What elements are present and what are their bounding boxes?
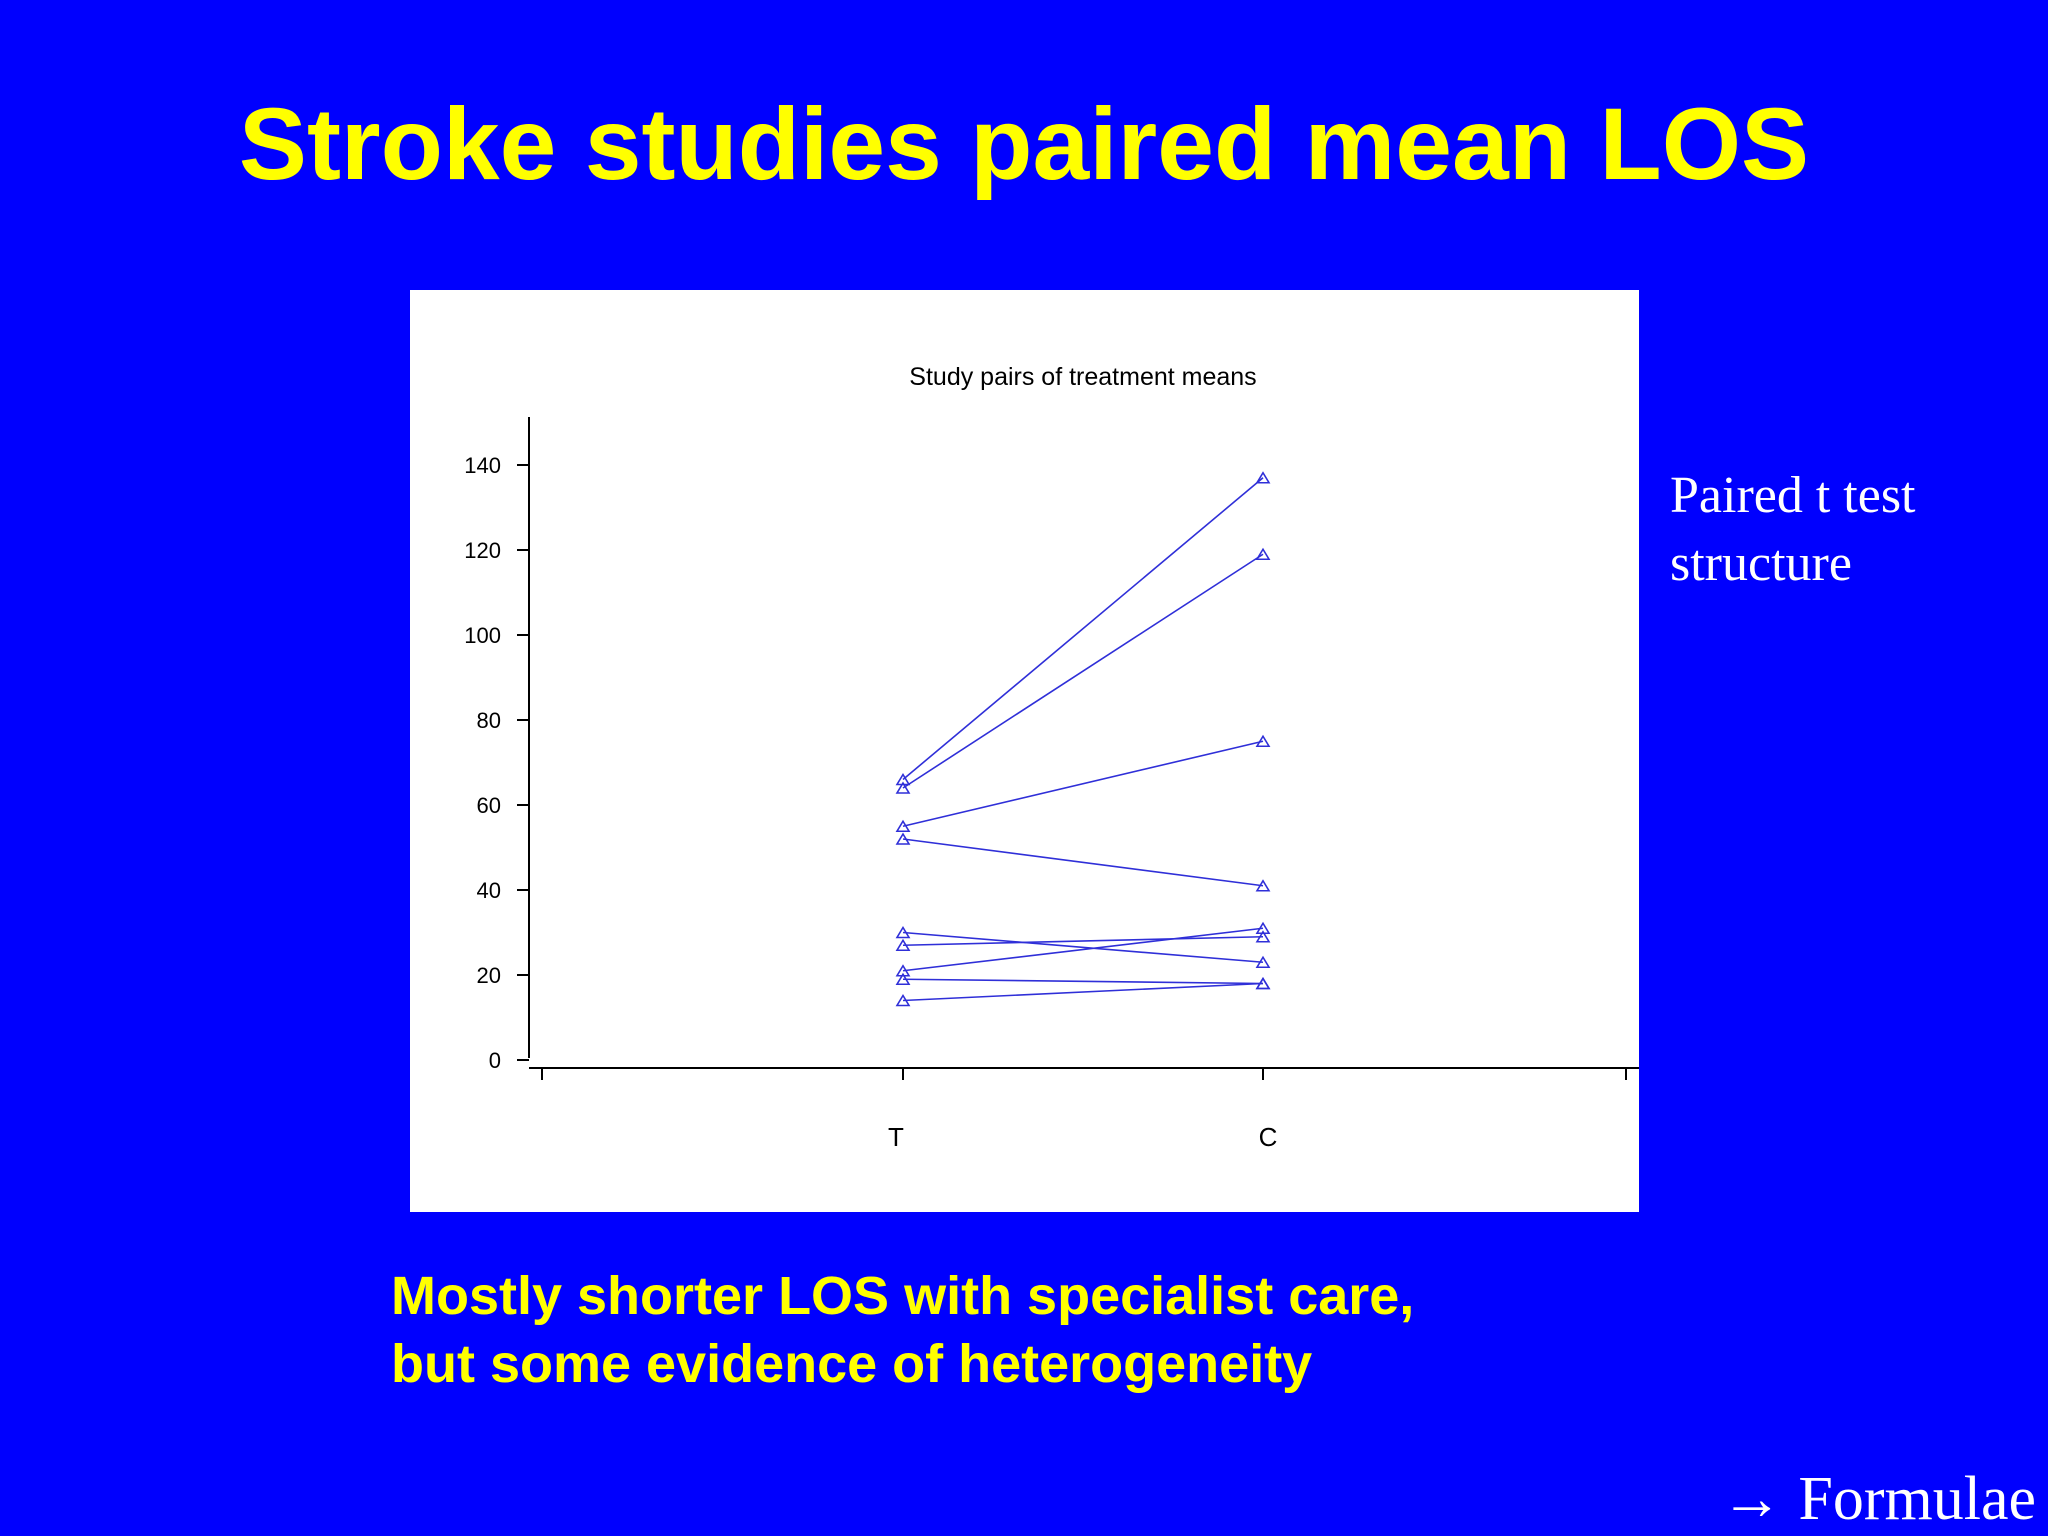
- pair-line-5: [902, 931, 1264, 964]
- conclusion-line-1: Mostly shorter LOS with specialist care,: [391, 1266, 1415, 1326]
- pair-line-1: [902, 477, 1264, 781]
- conclusion-line-2: but some evidence of heterogeneity: [391, 1334, 1313, 1394]
- pair-marker-6-C: [1255, 930, 1271, 943]
- pair-marker-2-C: [1255, 547, 1271, 561]
- y-tick-label-120: 120: [464, 538, 501, 563]
- pair-marker-5-C: [1255, 955, 1271, 969]
- y-tick-label-20: 20: [477, 963, 501, 988]
- pair-marker-2-T: [895, 781, 911, 794]
- conclusion-text: Mostly shorter LOS with specialist care,…: [391, 1262, 1414, 1398]
- pair-marker-4-T: [895, 832, 911, 845]
- y-tick-label-80: 80: [477, 708, 501, 733]
- pair-marker-9-C: [1255, 976, 1271, 990]
- pair-line-4: [902, 838, 1264, 887]
- y-tick-label-40: 40: [477, 878, 501, 903]
- pair-line-8: [902, 978, 1264, 985]
- pair-line-7: [902, 927, 1264, 972]
- chart-panel: Study pairs of treatment means 0 20 40 60 80…: [410, 290, 1639, 1212]
- x-category-label-C: C: [1259, 1122, 1278, 1152]
- x-category-label-T: T: [888, 1122, 904, 1152]
- pair-marker-3-C: [1255, 734, 1271, 748]
- study-pair-markers: [895, 471, 1271, 1007]
- pair-line-6: [902, 935, 1264, 947]
- y-tick-label-60: 60: [477, 793, 501, 818]
- paired-means-chart: Study pairs of treatment means 0 20 40 60 80…: [464, 363, 1639, 1152]
- pair-marker-9-T: [895, 993, 911, 1007]
- study-pair-lines: [902, 477, 1264, 1002]
- pair-marker-3-T: [895, 819, 911, 833]
- pair-marker-1-C: [1255, 471, 1271, 484]
- pair-marker-7-C: [1255, 921, 1271, 935]
- pair-marker-6-T: [895, 938, 911, 952]
- side-note-line-1: Paired t test: [1670, 467, 1916, 524]
- pair-marker-8-T: [895, 972, 911, 986]
- y-tick-label-100: 100: [464, 623, 501, 648]
- pair-line-9: [902, 982, 1264, 1002]
- y-tick-label-140: 140: [464, 453, 501, 478]
- chart-title: Study pairs of treatment means: [909, 363, 1256, 391]
- pair-marker-5-T: [895, 925, 911, 939]
- side-note-line-2: structure: [1670, 535, 1852, 592]
- slide-title: Stroke studies paired mean LOS: [238, 87, 1810, 201]
- y-axis-ticks: 0 20 40 60 80 100 120 140: [464, 453, 529, 1073]
- pair-line-2: [902, 553, 1264, 789]
- y-tick-label-0: 0: [489, 1048, 501, 1073]
- pair-marker-4-C: [1255, 879, 1271, 892]
- side-note: Paired t test structure: [1670, 462, 1916, 598]
- pair-line-3: [902, 740, 1264, 828]
- formulae-link[interactable]: → Formulae: [1720, 1465, 2036, 1533]
